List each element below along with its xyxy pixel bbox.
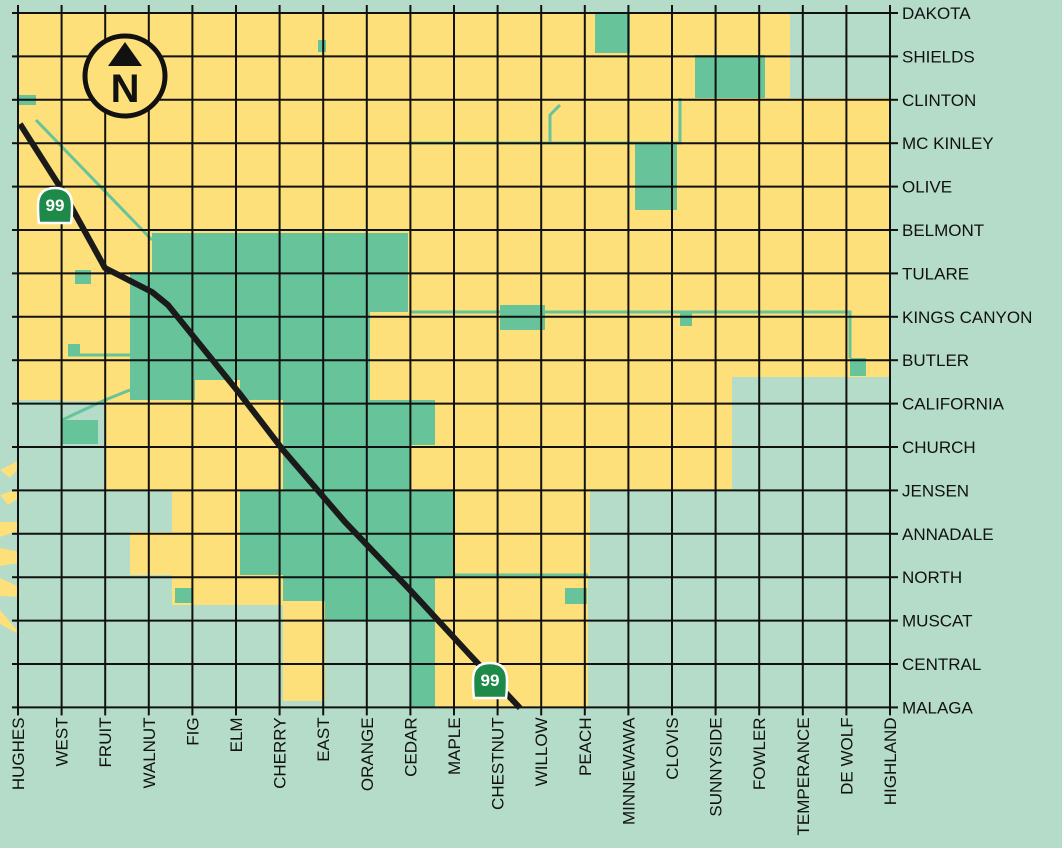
street-label-church: CHURCH <box>902 438 976 457</box>
street-label-mc-kinley: MC KINLEY <box>902 134 994 153</box>
street-label-fowler: FOWLER <box>750 717 769 790</box>
street-label-elm: ELM <box>227 717 246 752</box>
highway-shield-south: 99 <box>471 661 509 700</box>
street-label-minnewawa: MINNEWAWA <box>619 717 638 825</box>
street-label-temperance: TEMPERANCE <box>794 717 813 835</box>
street-label-sunnyside: SUNNYSIDE <box>707 717 726 816</box>
street-label-east: EAST <box>314 717 333 761</box>
street-label-fruit: FRUIT <box>96 717 115 767</box>
street-label-olive: OLIVE <box>902 178 952 197</box>
street-label-annadale: ANNADALE <box>902 525 994 544</box>
street-label-muscat: MUSCAT <box>902 612 973 631</box>
street-label-clovis: CLOVIS <box>663 717 682 779</box>
north-arrow-icon: N <box>82 33 168 119</box>
east-west-street-labels: DAKOTA SHIELDS CLINTON MC KINLEY OLIVE BELMON… <box>902 4 1032 717</box>
street-label-malaga: MALAGA <box>902 698 974 717</box>
street-label-clinton: CLINTON <box>902 91 976 110</box>
street-label-tulare: TULARE <box>902 264 969 283</box>
street-label-west: WEST <box>53 717 72 766</box>
street-label-california: CALIFORNIA <box>902 395 1005 414</box>
street-label-belmont: BELMONT <box>902 221 984 240</box>
street-label-cedar: CEDAR <box>401 717 420 777</box>
street-label-fig: FIG <box>183 717 202 745</box>
street-label-cherry: CHERRY <box>271 717 290 788</box>
street-label-maple: MAPLE <box>445 717 464 775</box>
compass-letter: N <box>111 67 140 111</box>
street-label-orange: ORANGE <box>358 717 377 791</box>
street-label-butler: BUTLER <box>902 351 969 370</box>
street-label-walnut: WALNUT <box>140 717 159 788</box>
highway-shield-north: 99 <box>36 186 74 225</box>
street-label-willow: WILLOW <box>532 717 551 786</box>
street-label-kings-canyon: KINGS CANYON <box>902 308 1032 327</box>
street-label-shields: SHIELDS <box>902 47 975 66</box>
street-label-north: NORTH <box>902 568 962 587</box>
street-label-dakota: DAKOTA <box>902 4 971 23</box>
street-grid <box>12 5 898 716</box>
street-label-central: CENTRAL <box>902 655 981 674</box>
highway-99 <box>17 122 523 711</box>
street-label-hughes: HUGHES <box>9 717 28 790</box>
highway-shield-label: 99 <box>481 671 500 690</box>
street-label-peach: PEACH <box>576 717 595 776</box>
street-label-chestnut: CHESTNUT <box>489 717 508 810</box>
street-label-jensen: JENSEN <box>902 481 969 500</box>
north-south-street-labels: HUGHES WEST FRUIT WALNUT FIG ELM CHERRY EAST ORA… <box>9 717 900 836</box>
street-label-highland: HIGHLAND <box>881 717 900 805</box>
street-label-de-wolf: DE WOLF <box>837 717 856 794</box>
highway-shield-label: 99 <box>46 196 65 215</box>
